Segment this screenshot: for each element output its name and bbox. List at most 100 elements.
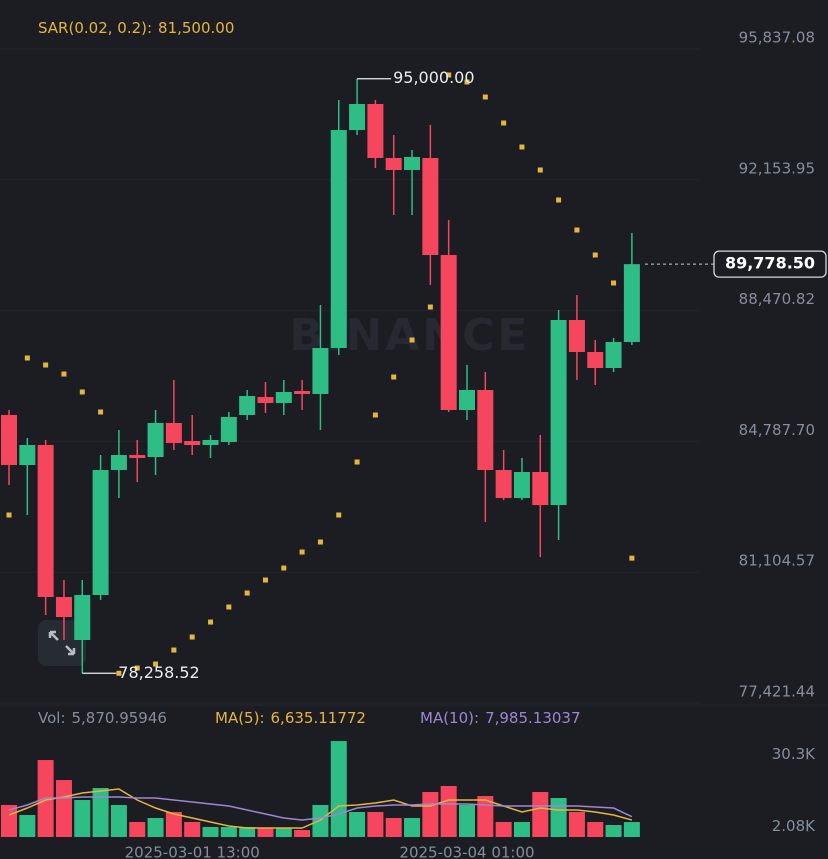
sar-dot bbox=[629, 555, 635, 561]
candle-body bbox=[440, 255, 457, 410]
candle-body bbox=[275, 391, 292, 403]
volume-bar bbox=[19, 815, 36, 837]
sar-dot bbox=[171, 647, 177, 653]
sar-dot bbox=[226, 604, 232, 610]
volume-bar bbox=[55, 780, 72, 837]
y-tick-label: 95,837.08 bbox=[739, 29, 815, 47]
sar-dot bbox=[354, 459, 360, 465]
legend-entry: MA(10): 7,985.13037 bbox=[420, 709, 581, 727]
y-tick-label: 77,421.44 bbox=[739, 683, 815, 701]
sar-dot bbox=[24, 355, 30, 361]
expand-button[interactable] bbox=[38, 620, 86, 666]
legend-entry: Vol: 5,870.95946 bbox=[38, 709, 167, 727]
sar-dot bbox=[501, 120, 507, 126]
sar-dot bbox=[299, 549, 305, 555]
candle-body bbox=[239, 396, 256, 416]
candle-body bbox=[220, 416, 237, 442]
sar-dot bbox=[409, 337, 415, 343]
volume-bar bbox=[220, 827, 237, 837]
sar-dot bbox=[134, 665, 140, 671]
volume-bar bbox=[623, 822, 640, 837]
volume-bar bbox=[459, 805, 475, 837]
sar-dot bbox=[611, 280, 617, 286]
candle-body bbox=[1, 415, 17, 466]
sar-dot bbox=[98, 409, 104, 415]
volume-bar bbox=[165, 812, 182, 837]
volume-bar bbox=[367, 812, 384, 837]
candle-body bbox=[623, 264, 640, 342]
volume-bar bbox=[513, 822, 530, 837]
y-tick-label: 2.08K bbox=[772, 817, 816, 835]
sar-dot bbox=[208, 619, 214, 625]
candle-body bbox=[74, 595, 91, 641]
last-price-label: 89,778.50 bbox=[725, 254, 815, 273]
candle-body bbox=[294, 390, 311, 394]
candle-body bbox=[495, 470, 512, 499]
volume-bar bbox=[129, 822, 146, 837]
volume-bar bbox=[349, 812, 366, 837]
y-tick-label: 84,787.70 bbox=[739, 421, 815, 439]
y-tick-label: 92,153.95 bbox=[739, 159, 815, 177]
legend-name: MA(10): bbox=[420, 709, 479, 727]
legend-entry: MA(5): 6,635.11772 bbox=[215, 709, 366, 727]
candle-body bbox=[257, 396, 274, 403]
candle-body bbox=[513, 472, 530, 499]
volume-bar bbox=[532, 792, 549, 837]
legend-name: SAR(0.02, 0.2): bbox=[38, 19, 152, 37]
sar-dot bbox=[262, 577, 268, 583]
candle-body bbox=[349, 104, 366, 131]
volume-bar bbox=[605, 825, 622, 837]
candle-body bbox=[477, 390, 494, 471]
sar-dot bbox=[556, 197, 562, 203]
sar-dot bbox=[372, 412, 378, 418]
volume-bar bbox=[294, 830, 311, 837]
candle-body bbox=[568, 320, 585, 353]
sar-dot bbox=[592, 252, 598, 258]
candle-body bbox=[459, 390, 475, 410]
candle-body bbox=[587, 352, 604, 368]
candle-body bbox=[330, 130, 347, 348]
candle-body bbox=[312, 347, 329, 394]
volume-bar bbox=[568, 812, 585, 837]
volume-bar bbox=[587, 822, 604, 837]
volume-bar bbox=[477, 796, 494, 837]
candle-body bbox=[202, 440, 219, 446]
volume-bar bbox=[330, 741, 347, 837]
candle-body bbox=[550, 320, 567, 506]
sar-dot bbox=[537, 167, 543, 173]
y-tick-label: 88,470.82 bbox=[739, 290, 815, 308]
candle-body bbox=[129, 455, 146, 459]
sar-dot bbox=[43, 362, 49, 368]
volume-bar bbox=[110, 805, 127, 837]
candle-body bbox=[367, 104, 384, 158]
annotation-label: 78,258.52 bbox=[118, 663, 199, 682]
y-tick-label: 81,104.57 bbox=[739, 552, 815, 570]
volume-bar bbox=[495, 822, 512, 837]
x-tick-label: 2025-03-04 01:00 bbox=[399, 844, 534, 859]
annotation-label: 95,000.00 bbox=[393, 68, 474, 87]
volume-bar bbox=[385, 818, 402, 837]
legend-value: 81,500.00 bbox=[158, 19, 234, 37]
volume-bar bbox=[440, 786, 457, 837]
volume-bar bbox=[275, 828, 292, 837]
sar-dot bbox=[427, 304, 433, 310]
ma-line bbox=[8, 788, 633, 829]
volume-bar bbox=[312, 805, 329, 837]
sar-dot bbox=[336, 512, 342, 518]
ma-line bbox=[8, 796, 633, 821]
sar-dot bbox=[281, 565, 287, 571]
legend-name: Vol: bbox=[38, 709, 66, 727]
sar-dot bbox=[6, 512, 12, 518]
last-price-box bbox=[713, 250, 827, 278]
candle-body bbox=[165, 422, 182, 443]
volume-bar bbox=[257, 828, 274, 837]
legend-value: 7,985.13037 bbox=[485, 709, 580, 727]
sar-dot bbox=[244, 590, 250, 596]
volume-bar bbox=[239, 827, 256, 837]
sar-dot bbox=[482, 94, 488, 100]
y-tick-label: 30.3K bbox=[772, 745, 816, 763]
sar-dot bbox=[317, 539, 323, 545]
candle-body bbox=[19, 445, 36, 466]
x-tick-label: 2025-03-01 13:00 bbox=[125, 844, 260, 859]
